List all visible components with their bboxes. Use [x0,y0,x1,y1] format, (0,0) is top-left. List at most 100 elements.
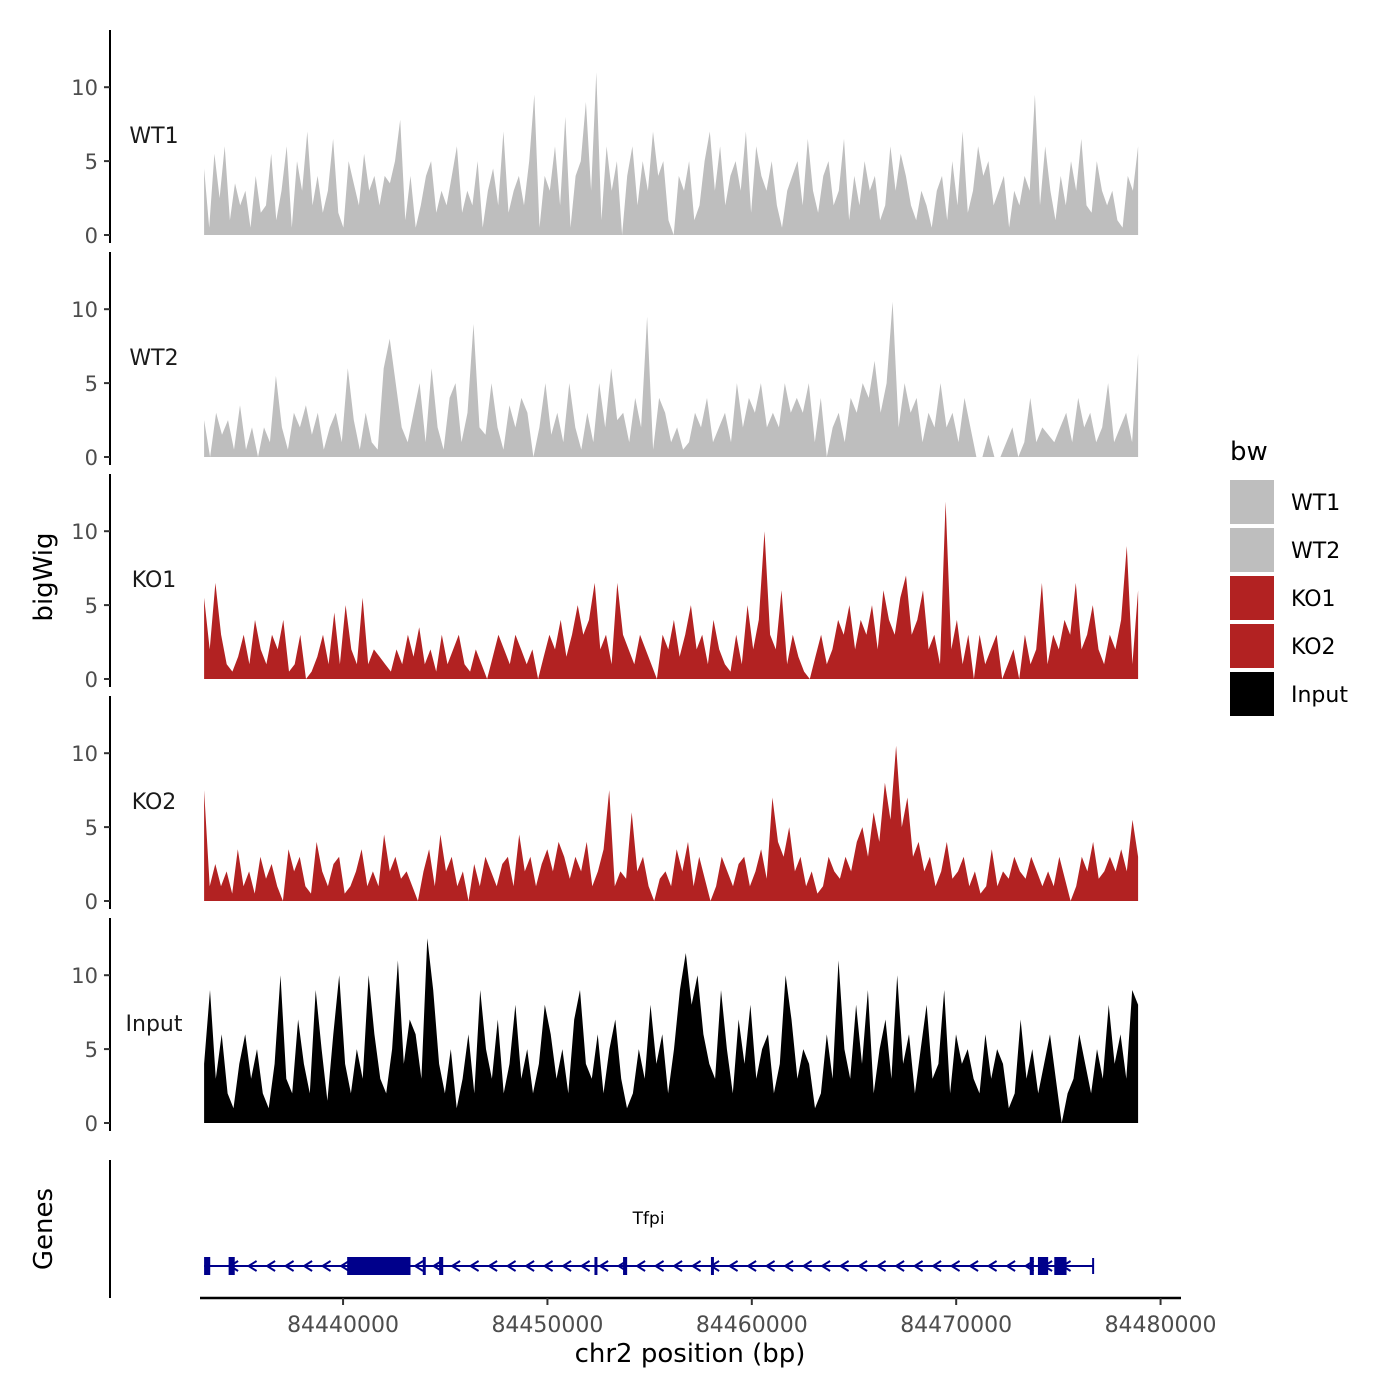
strand-arrow [283,1260,295,1272]
legend: bw WT1 WT2 KO1 KO2 Input [1230,437,1348,716]
strand-arrow [764,1260,776,1272]
strand-arrow [894,1260,905,1272]
y-tick-label: 0 [85,1112,98,1136]
strand-arrow [672,1260,683,1272]
strand-arrow [653,1260,665,1272]
strand-arrow [820,1260,831,1272]
y-tick-label: 5 [85,372,98,396]
y-axis-title: bigWig [29,532,59,621]
y-tick-label: 10 [71,742,98,766]
y-tick-label: 10 [71,964,98,988]
panel-ko1: 0 5 10 KO1 [71,474,1139,692]
exon [1029,1257,1034,1275]
legend-label-ko1: KO1 [1291,587,1336,612]
legend-swatch-wt2 [1230,528,1274,572]
strand-arrow [487,1260,498,1272]
strand-arrow [986,1260,998,1272]
strand-arrow [339,1260,350,1272]
strand-arrow [561,1260,572,1272]
exon [1037,1257,1049,1275]
gene-panel-title: Genes [29,1188,59,1270]
strand-arrow [413,1260,424,1272]
gene-name-label: Tfpi [632,1209,665,1229]
strand-arrow [524,1260,535,1272]
strand-arrow [690,1260,702,1272]
y-tick-label: 0 [85,890,98,914]
strand-arrow [931,1260,942,1272]
strand-arrow [246,1260,258,1272]
exon [594,1257,598,1275]
x-axis-title: chr2 position (bp) [575,1339,806,1369]
y-tick-label: 5 [85,150,98,174]
panel-wt1: 0 5 10 WT1 [71,30,1139,248]
y-tick-label: 10 [71,298,98,322]
gene-panel: Genes Tfpi [29,1160,1095,1298]
signal-area-input [204,938,1139,1123]
strand-arrow [320,1260,332,1272]
panel-label: KO2 [132,790,177,815]
strand-arrow [949,1260,961,1272]
x-tick-label: 84450000 [491,1313,603,1338]
panel-ko2: 0 5 10 KO2 [71,696,1139,914]
legend-label-wt2: WT2 [1291,539,1340,564]
strand-arrow [838,1260,850,1272]
strand-arrow [783,1260,794,1272]
legend-label-input: Input [1291,683,1348,708]
signal-area-wt1 [204,72,1139,236]
x-tick-label: 84440000 [287,1313,399,1338]
y-tick-label: 10 [71,76,98,100]
x-tick-label: 84470000 [900,1313,1012,1338]
exon [422,1257,426,1275]
exon [710,1257,714,1275]
panel-input: 0 5 10 Input [71,918,1139,1136]
exon [204,1257,211,1275]
strand-arrow [579,1260,591,1272]
panel-label: WT2 [129,346,178,371]
strand-arrow [875,1260,887,1272]
signal-area-ko1 [204,501,1139,679]
signal-area-wt2 [204,301,1139,457]
y-tick-label: 10 [71,520,98,544]
exon [623,1257,628,1275]
y-tick-label: 5 [85,816,98,840]
strand-arrow [746,1260,757,1272]
legend-swatch-wt1 [1230,480,1274,524]
strand-arrow [801,1260,813,1272]
x-axis: 84440000 84450000 84460000 84470000 84480000 [200,1296,1217,1338]
strand-arrow [1005,1260,1016,1272]
y-tick-label: 5 [85,1038,98,1062]
strand-arrow [468,1260,480,1272]
legend-swatch-input [1230,672,1274,716]
exon [347,1257,411,1275]
signal-area-ko2 [204,745,1139,901]
x-tick-label: 84480000 [1105,1313,1217,1338]
legend-label-ko2: KO2 [1291,635,1336,660]
y-tick-label: 5 [85,594,98,618]
panel-label: Input [126,1012,183,1037]
legend-title: bw [1230,437,1268,467]
exon [439,1257,444,1275]
strand-arrow [542,1260,554,1272]
x-tick-label: 84460000 [696,1313,808,1338]
panel-label: WT1 [129,124,178,149]
legend-label-wt1: WT1 [1291,491,1340,516]
strand-arrow [857,1260,868,1272]
strand-arrow [302,1260,313,1272]
y-tick-label: 0 [85,224,98,248]
legend-swatch-ko1 [1230,576,1274,620]
y-tick-label: 0 [85,446,98,470]
panel-label: KO1 [132,568,177,593]
exon [228,1257,235,1275]
strand-arrow [505,1260,517,1272]
strand-arrow [265,1260,276,1272]
panel-wt2: 0 5 10 WT2 [71,252,1139,470]
strand-arrow [450,1260,461,1272]
strand-arrow [598,1260,609,1272]
exon [1054,1257,1067,1275]
strand-arrow [727,1260,739,1272]
strand-arrow [635,1260,646,1272]
strand-arrow [968,1260,979,1272]
y-tick-label: 0 [85,668,98,692]
strand-arrow [912,1260,924,1272]
